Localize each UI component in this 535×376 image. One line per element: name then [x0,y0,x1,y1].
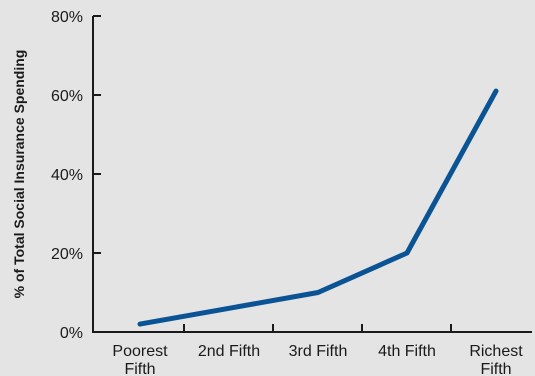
x-tick-label: Poorest Fifth [112,343,168,376]
series-line [137,88,499,327]
x-tick-label: Richest Fifth [469,343,523,376]
y-tick-label: 60% [51,88,83,105]
y-tick-label: 40% [51,167,83,184]
x-axis-ticks: Poorest Fifth 2nd Fifth 3rd Fifth 4th Fifth R… [112,324,523,376]
x-tick-label: 2nd Fifth [198,343,260,360]
x-tick-label: 3rd Fifth [289,343,348,360]
y-axis-ticks: 0% 20% 40% 60% 80% [51,9,101,342]
y-tick-label: 20% [51,246,83,263]
x-tick-label: 4th Fifth [378,343,436,360]
y-tick-label: 80% [51,9,83,26]
y-tick-label: 0% [60,325,83,342]
y-axis-title: % of Total Social Insurance Spending [11,50,27,299]
axes [92,16,532,333]
series-layer [137,88,499,327]
